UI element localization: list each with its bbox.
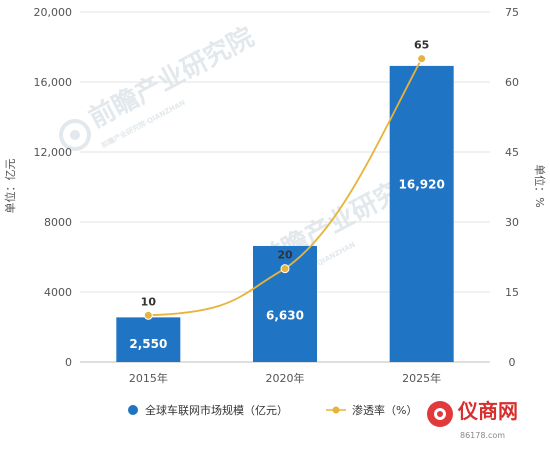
left-tick-label: 20,000 (34, 6, 73, 19)
x-tick-label: 2025年 (402, 371, 441, 385)
legend-line-swatch-dot (332, 406, 340, 414)
right-tick-label: 45 (505, 146, 519, 159)
logo-subtext: 86178.com (460, 431, 505, 440)
logo-icon (427, 401, 453, 427)
legend-line-label: 渗透率（%） (352, 403, 417, 417)
left-tick-label: 12,000 (34, 146, 73, 159)
watermark: 前瞻产业研究院 前瞻产业研究院·QIANZHAN 前瞻产业研究院 前瞻产业研究院… (59, 21, 429, 292)
watermark-text: 前瞻产业研究院 (84, 21, 259, 134)
x-tick-label: 2020年 (266, 371, 305, 385)
line-point (417, 54, 427, 64)
right-tick-label: 0 (509, 356, 516, 369)
penetration-line (148, 58, 423, 317)
legend-bar-label: 全球车联网市场规模（亿元） (145, 403, 288, 417)
right-tick-label: 75 (505, 6, 519, 19)
left-axis-title: 单位：亿元 (3, 159, 17, 214)
x-tick-label: 2015年 (129, 371, 168, 385)
right-axis-title: 单位：% (533, 164, 547, 207)
x-axis-ticks: 2015年 2020年 2025年 (129, 371, 441, 385)
data-labels: 2,550 6,630 16,920 10 20 65 (129, 39, 444, 351)
bar-value-label: 2,550 (129, 337, 167, 351)
right-tick-label: 60 (505, 76, 519, 89)
bar (389, 65, 454, 363)
bar-value-label: 6,630 (266, 309, 304, 323)
left-tick-label: 16,000 (34, 76, 73, 89)
logo-text: 仪商网 (457, 399, 518, 423)
right-tick-label: 15 (505, 286, 519, 299)
left-tick-label: 8000 (44, 216, 72, 229)
bar-value-label: 16,920 (399, 177, 445, 191)
bar-series (116, 65, 454, 363)
right-axis-ticks: 0 15 30 45 60 75 (505, 6, 519, 369)
left-tick-label: 4000 (44, 286, 72, 299)
bar (116, 317, 181, 362)
line-point (280, 264, 290, 274)
legend-bar-swatch (128, 405, 138, 415)
site-logo: 仪商网 86178.com (427, 399, 518, 440)
bar (253, 245, 317, 362)
line-value-label: 10 (141, 295, 157, 308)
line-point (143, 310, 153, 320)
line-value-label: 65 (414, 39, 429, 52)
legend: 全球车联网市场规模（亿元） 渗透率（%） (128, 403, 417, 417)
line-series (143, 54, 427, 320)
watermark-logo-icon (59, 119, 91, 151)
left-tick-label: 0 (65, 356, 72, 369)
line-value-label: 20 (277, 249, 293, 262)
right-tick-label: 30 (505, 216, 519, 229)
left-axis-ticks: 0 4000 8000 12,000 16,000 20,000 (34, 6, 73, 369)
